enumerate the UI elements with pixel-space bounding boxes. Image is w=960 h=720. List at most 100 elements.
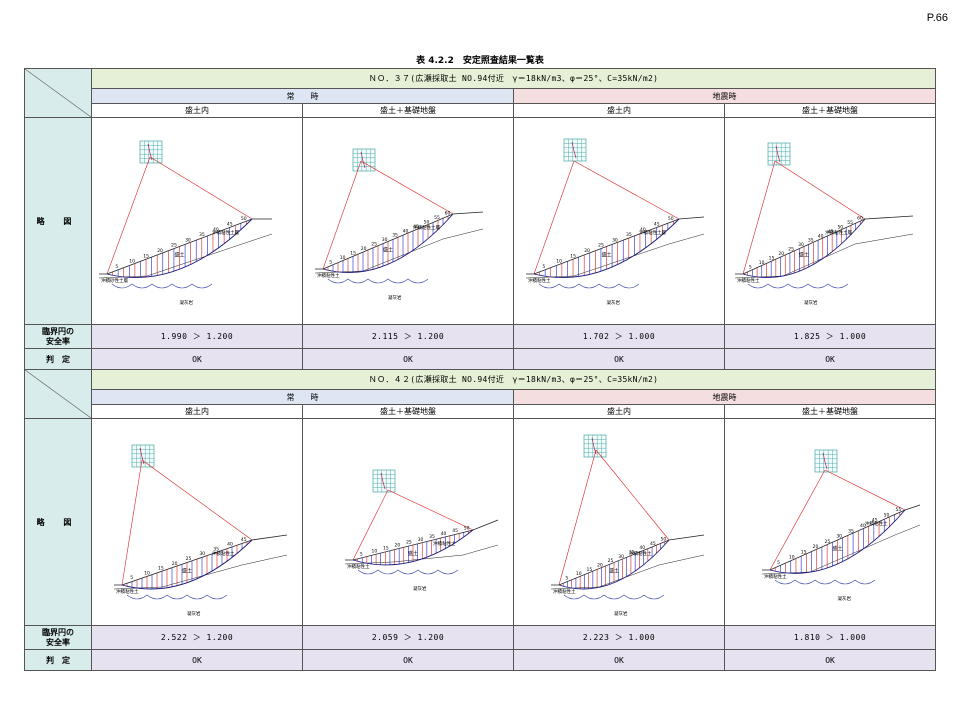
slice-number: 5: [360, 551, 363, 557]
radius-line: [533, 160, 575, 274]
contour-line: [822, 452, 828, 469]
page-number: P.66: [926, 12, 948, 24]
case-title: ＮＯ．４２(広瀬採取土 NO.94付近 γ＝18kN/m3、φ＝25°、C=35…: [90, 368, 937, 391]
sketch-label: 略 図: [24, 418, 92, 626]
radius-line: [573, 160, 680, 219]
slope-sketch-cell: 沖積粘性土層 沖積砂性土層 凝灰岩 盛土 5 10 15 20 25 30 35 40 45 50: [91, 117, 303, 325]
radius-line: [595, 449, 670, 540]
judgement-value: OK: [513, 649, 725, 671]
slice-number: 15: [801, 549, 807, 555]
radius-line: [558, 449, 597, 585]
section-header-embank_base: 盛土＋基礎地盤: [723, 102, 937, 119]
contour-line: [139, 447, 145, 464]
layer-boundary: [113, 554, 288, 589]
grid-frame: [563, 138, 587, 161]
layer-label: 盛土: [182, 567, 192, 574]
slice-number: 10: [759, 259, 765, 265]
slice-number: 20: [157, 247, 163, 253]
judgement-value: OK: [723, 348, 937, 370]
radius-line: [352, 489, 389, 560]
slice-number: 45: [654, 221, 660, 227]
slip-circle: [742, 218, 866, 278]
case-title-row: ＮＯ．３７(広瀬採取土 NO.94付近 γ＝18kN/m3、φ＝25°、C=35…: [24, 67, 937, 118]
layer-label: 凝灰岩: [804, 299, 818, 306]
slice-number: 50: [464, 525, 470, 531]
slope-sketch-cell: 沖積粘性土層 沖積粘性土 凝灰岩 盛土 5 10 15 20 25 30 35 40 45 50 55 60: [723, 117, 937, 325]
condition-row: 常 時地震時: [25, 389, 937, 405]
layer-boundary: [344, 544, 499, 564]
slice-number: 15: [143, 253, 149, 259]
slice-number: 15: [769, 255, 775, 261]
radius-line: [742, 160, 776, 274]
safety-label-line2: 安全率: [46, 637, 70, 647]
slice-number: 45: [413, 223, 419, 229]
slice-number: 25: [186, 555, 192, 561]
slices: [126, 541, 248, 589]
layer-label: 凝灰岩: [187, 610, 201, 617]
slice-number: 50: [668, 216, 674, 222]
slice-number: 45: [452, 528, 458, 534]
slice-number: 25: [608, 558, 614, 564]
earthquake-condition-header: 地震時: [512, 389, 937, 405]
slice-number: 5: [749, 264, 752, 270]
slope-sketch-cell: 沖積粘性土 沖積粘性土 凝灰岩 盛土 5 10 15 20 25 30 35 40 45 50: [513, 418, 725, 626]
section-header-embank_base: 盛土＋基礎地盤: [723, 403, 937, 420]
slice-number: 55: [896, 507, 902, 513]
slip-circle: [106, 218, 253, 278]
slip-circle: [322, 213, 454, 273]
layer-boundary: [314, 228, 484, 273]
bedrock-outline: [126, 594, 228, 599]
slice-number: 35: [392, 232, 398, 238]
slope-sketch-cell: 沖積粘性土層 沖積粘性土 凝灰岩 盛土 5 10 15 20 25 30 35 40 45 50 55 60: [302, 117, 514, 325]
grid-frame: [352, 148, 376, 171]
judgement-value: OK: [723, 649, 937, 671]
safety-label-line2: 安全率: [46, 336, 70, 346]
layer-label: 凝灰岩: [388, 294, 402, 301]
slip-circle: [558, 539, 670, 589]
layer-label: 沖積粘性土: [629, 550, 652, 557]
slice-number: 35: [213, 546, 219, 552]
layer-label: 沖積粘性土層: [413, 224, 440, 231]
slice-number: 10: [556, 258, 562, 264]
center-search-grid: [563, 138, 587, 161]
slice-number: 15: [570, 253, 576, 259]
contour-line: [775, 145, 781, 162]
slice-number: 20: [361, 246, 367, 252]
slice-number: 55: [434, 214, 440, 220]
judgement-row: 判 定 OK OK OK OK: [24, 348, 937, 370]
layer-label: 凝灰岩: [607, 299, 621, 306]
sketch-row: 略 図沖積粘性土層 沖積砂性土層 凝灰岩 盛土 5 10 15 20 25 30 35 40 45 50 沖…: [24, 117, 937, 325]
grid-frame: [767, 142, 791, 165]
slope-sketch-cell: 沖積粘性土 沖積粘性土 凝灰岩 盛土 5 10 15 20 25 30 35 40 45 50: [302, 418, 514, 626]
bedrock-outline: [538, 283, 640, 288]
corner-cell: [24, 68, 92, 118]
section-header-embank: 盛土内: [91, 102, 303, 119]
grid-frame: [583, 434, 607, 457]
slice-number: 55: [847, 219, 853, 225]
slice-number: 20: [813, 544, 819, 550]
normal-condition-header: 常 時: [91, 88, 514, 104]
slice-number: 50: [837, 224, 843, 230]
bedrock-outline: [774, 579, 876, 584]
layer-label: 沖積粘性土層: [825, 229, 852, 236]
slice-number: 10: [340, 254, 346, 260]
safety-factor-row: 臨界円の 安全率 2.522 ＞ 1.200 2.059 ＞ 1.200 2.223 ＞…: [24, 625, 937, 650]
layer-label: 沖積粘性土: [737, 277, 760, 284]
bedrock-outline: [111, 283, 213, 288]
radius-line: [141, 459, 253, 540]
layer-label: 凝灰岩: [838, 595, 852, 602]
radius-line: [387, 489, 474, 530]
slice-number: 25: [824, 538, 830, 544]
center-search-grid: [131, 444, 155, 467]
layer-label: 沖積粘性土: [865, 520, 888, 527]
judgement-value: OK: [91, 348, 303, 370]
center-search-grid: [352, 148, 376, 171]
slice-number: 25: [371, 241, 377, 247]
slice-number: 35: [808, 237, 814, 243]
layer-label: 盛土: [383, 246, 393, 253]
slice-number: 40: [860, 523, 866, 529]
